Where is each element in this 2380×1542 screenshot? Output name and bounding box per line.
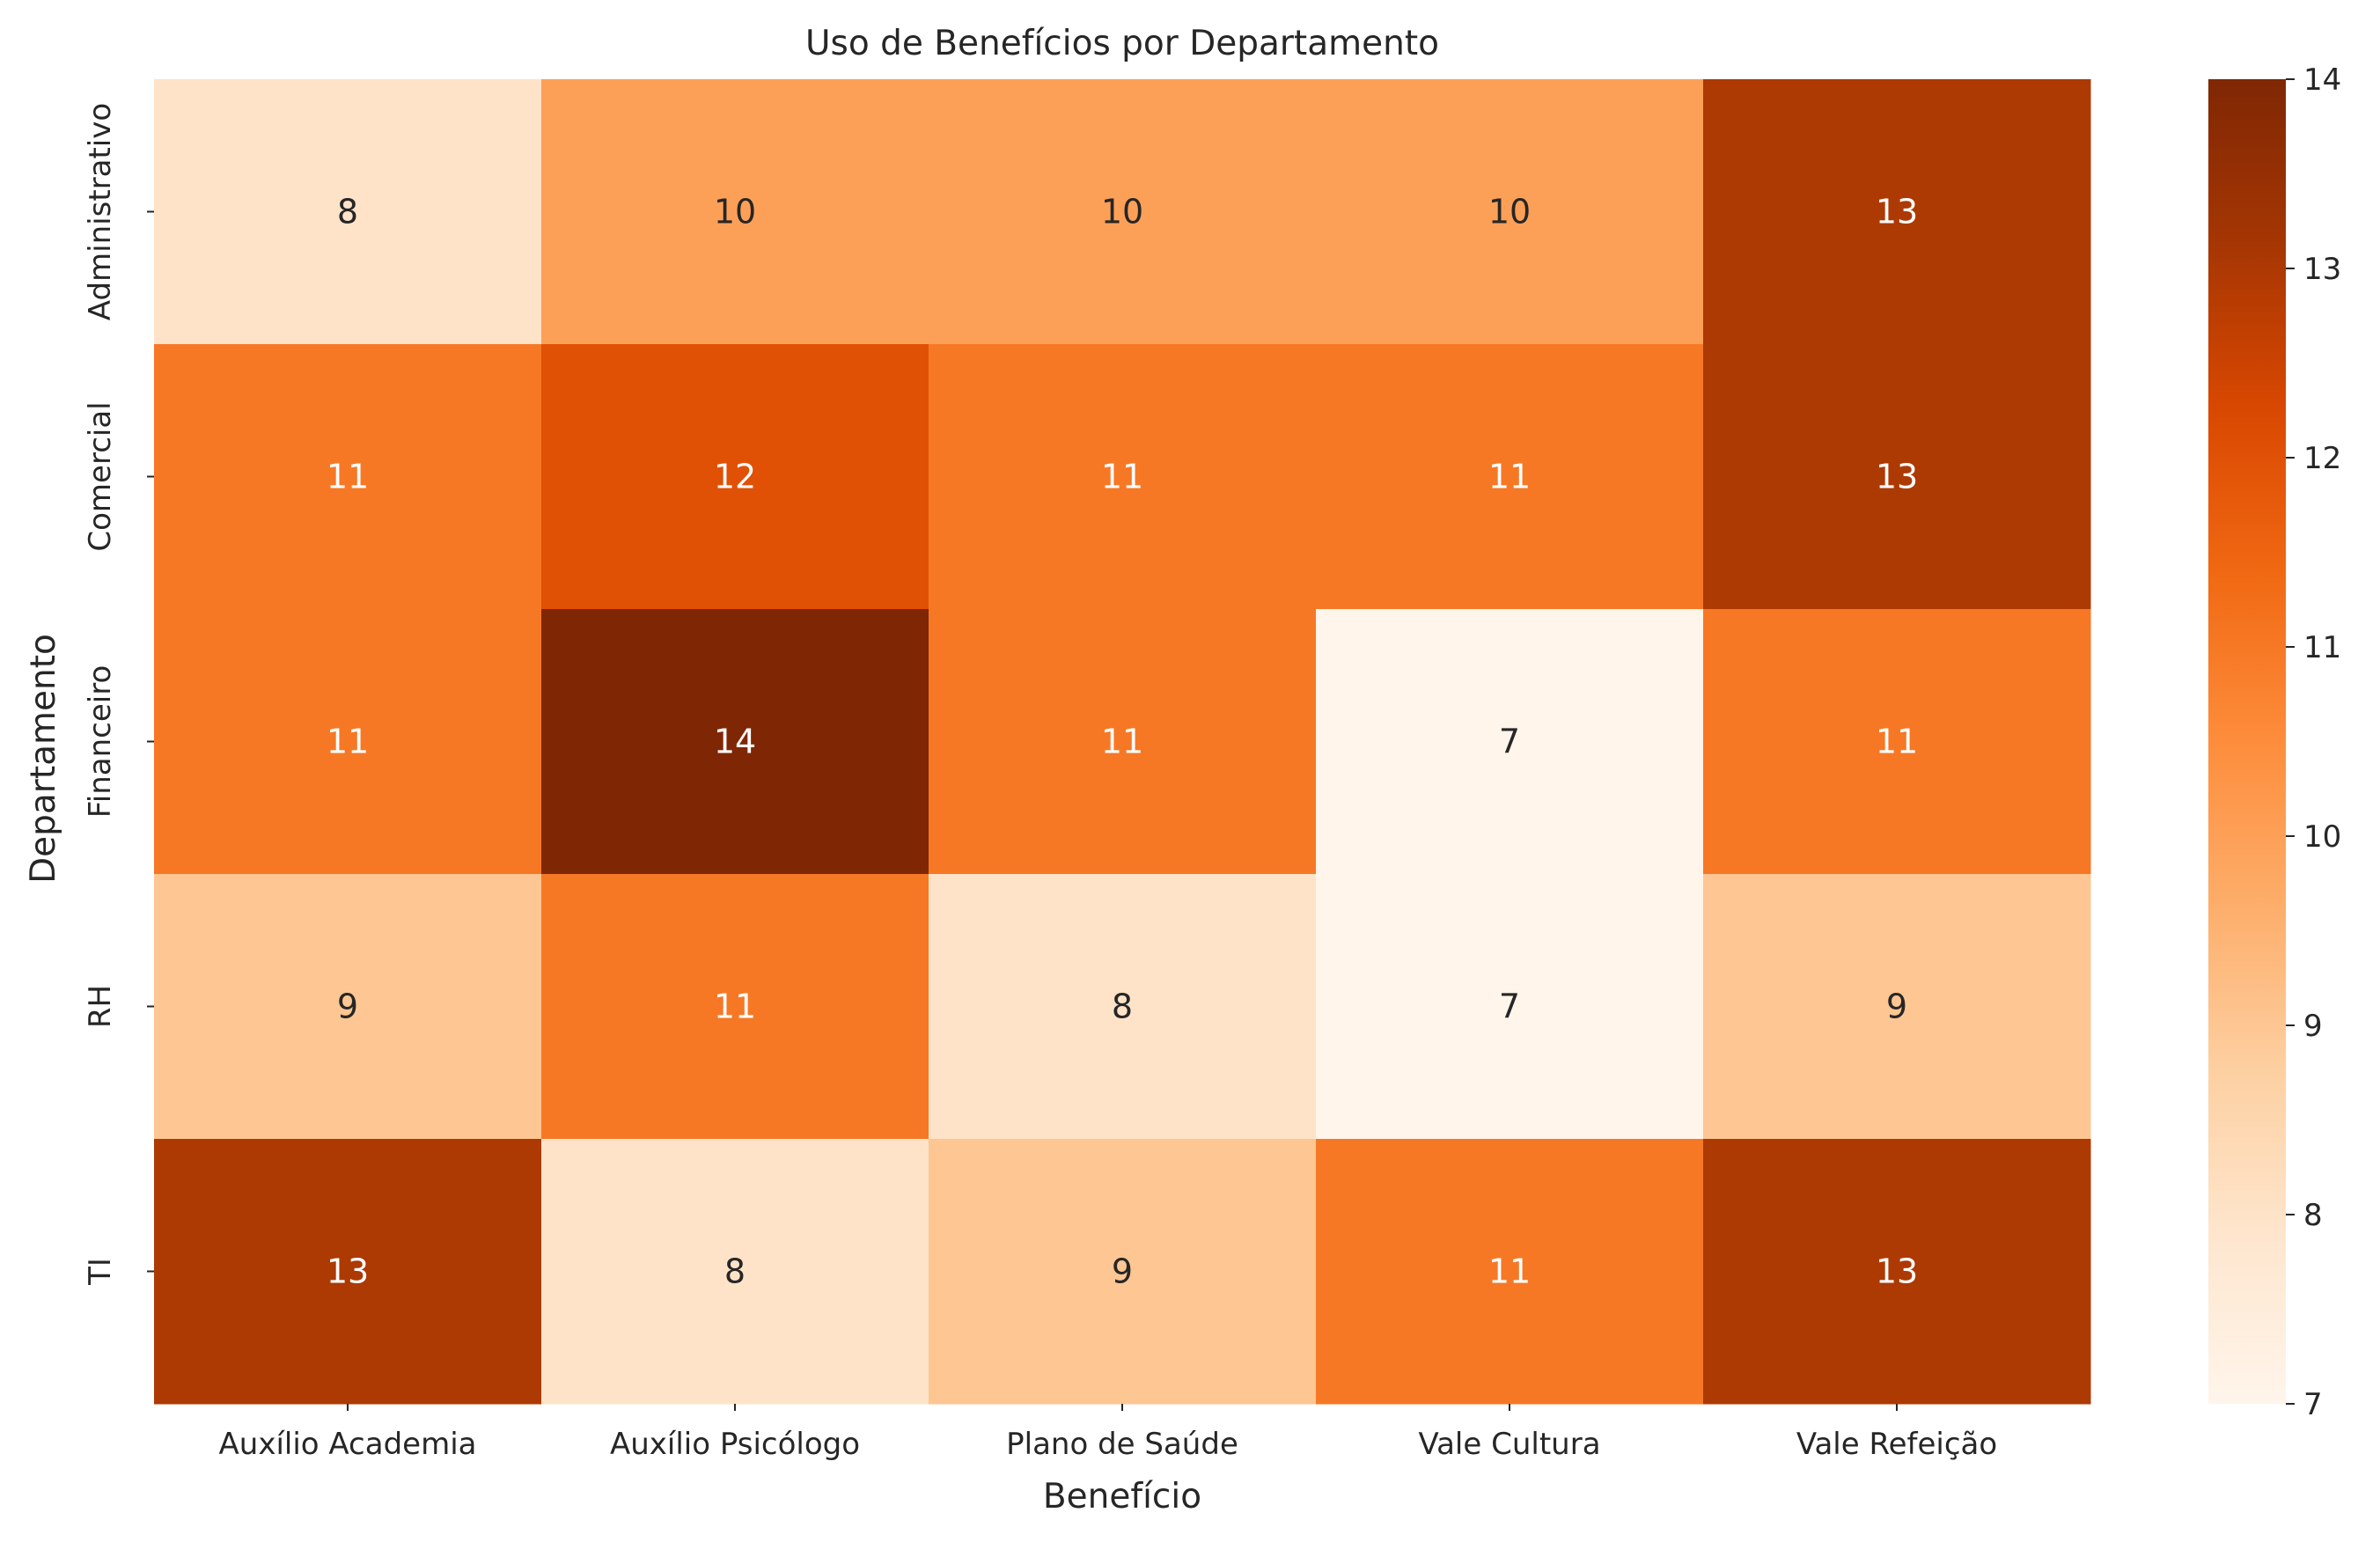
y-tick-label: Comercial xyxy=(83,401,118,551)
colorbar-tick-label: 13 xyxy=(2303,252,2341,287)
colorbar-tick-label: 7 xyxy=(2303,1387,2323,1422)
cell-value-label: 9 xyxy=(1112,1252,1133,1291)
cell-administrativo-plano-de-saude xyxy=(929,79,1317,345)
cell-rh-auxilio-psicologo xyxy=(541,874,929,1140)
cell-financeiro-plano-de-saude xyxy=(929,609,1317,875)
x-tick-label: Auxílio Psicólogo xyxy=(610,1427,860,1462)
cell-administrativo-vale-cultura xyxy=(1316,79,1704,345)
cell-value-label: 11 xyxy=(714,988,756,1026)
colorbar-tick-label: 8 xyxy=(2303,1198,2323,1233)
cell-ti-plano-de-saude xyxy=(929,1139,1317,1405)
cell-value-label: 10 xyxy=(1101,193,1143,231)
y-axis-ticks: Administrativo Comercial Financeiro RH TI xyxy=(83,103,154,1286)
cell-value-label: 11 xyxy=(1101,458,1143,496)
cell-ti-vale-refeicao xyxy=(1703,1139,2091,1405)
cell-value-label: 11 xyxy=(1488,458,1531,496)
colorbar-tick-label: 12 xyxy=(2303,441,2341,476)
x-tick-label: Auxílio Academia xyxy=(219,1427,477,1462)
cell-value-label: 11 xyxy=(1876,723,1918,761)
cell-value-label: 7 xyxy=(1499,988,1520,1026)
cell-administrativo-vale-refeicao xyxy=(1703,79,2091,345)
cell-value-label: 13 xyxy=(1876,1252,1918,1291)
cell-value-label: 11 xyxy=(327,723,369,761)
cell-ti-auxilio-academia xyxy=(154,1139,542,1405)
cell-rh-vale-cultura xyxy=(1316,874,1704,1140)
cell-value-label: 11 xyxy=(1101,723,1143,761)
cell-value-label: 8 xyxy=(724,1252,746,1291)
cell-value-label: 7 xyxy=(1499,723,1520,761)
cell-value-label: 14 xyxy=(714,723,756,761)
cell-financeiro-vale-refeicao xyxy=(1703,609,2091,875)
x-axis-ticks: Auxílio Academia Auxílio Psicólogo Plano d… xyxy=(219,1404,1997,1462)
y-tick-label: Administrativo xyxy=(83,103,118,320)
cell-value-label: 11 xyxy=(327,458,369,496)
cell-value-label: 9 xyxy=(337,988,358,1026)
colorbar-tick-label: 10 xyxy=(2303,819,2341,855)
cell-rh-auxilio-academia xyxy=(154,874,542,1140)
cell-financeiro-auxilio-academia xyxy=(154,609,542,875)
cell-financeiro-auxilio-psicologo xyxy=(541,609,929,875)
cell-ti-auxilio-psicologo xyxy=(541,1139,929,1405)
cell-value-label: 13 xyxy=(1876,458,1918,496)
x-axis-label: Benefício xyxy=(1043,1477,1201,1516)
cell-value-label: 9 xyxy=(1886,988,1907,1026)
colorbar-ticks: 7 8 9 10 11 12 13 14 xyxy=(2286,62,2341,1422)
x-tick-label: Plano de Saúde xyxy=(1006,1427,1238,1462)
y-tick-label: Financeiro xyxy=(83,665,118,819)
cell-value-label: 12 xyxy=(714,458,756,496)
cell-ti-vale-cultura xyxy=(1316,1139,1704,1405)
cell-comercial-plano-de-saude xyxy=(929,344,1317,610)
y-axis-label: Departamento xyxy=(24,634,63,884)
cell-value-label: 8 xyxy=(1112,988,1133,1026)
cell-comercial-vale-cultura xyxy=(1316,344,1704,610)
cell-administrativo-auxilio-psicologo xyxy=(541,79,929,345)
cell-rh-plano-de-saude xyxy=(929,874,1317,1140)
heatmap-cells: 8 10 10 10 13 11 12 11 11 13 11 14 11 7 11 9 11 8 7 9 13 8 9 11… xyxy=(154,79,2091,1405)
cell-comercial-vale-refeicao xyxy=(1703,344,2091,610)
cell-value-label: 13 xyxy=(327,1252,369,1291)
x-tick-label: Vale Cultura xyxy=(1418,1427,1600,1462)
chart-title: Uso de Benefícios por Departamento xyxy=(805,24,1439,63)
cell-value-label: 10 xyxy=(714,193,756,231)
y-tick-label: RH xyxy=(83,985,118,1028)
cell-rh-vale-refeicao xyxy=(1703,874,2091,1140)
y-tick-label: TI xyxy=(83,1258,118,1286)
cell-administrativo-auxilio-academia xyxy=(154,79,542,345)
x-tick-label: Vale Refeição xyxy=(1796,1427,1997,1462)
cell-value-label: 13 xyxy=(1876,193,1918,231)
cell-value-label: 10 xyxy=(1488,193,1531,231)
cell-comercial-auxilio-psicologo xyxy=(541,344,929,610)
colorbar-tick-label: 9 xyxy=(2303,1009,2323,1044)
colorbar xyxy=(2208,79,2286,1404)
cell-financeiro-vale-cultura xyxy=(1316,609,1704,875)
cell-value-label: 8 xyxy=(337,193,358,231)
colorbar-tick-label: 11 xyxy=(2303,630,2341,665)
cell-comercial-auxilio-academia xyxy=(154,344,542,610)
colorbar-tick-label: 14 xyxy=(2303,62,2341,98)
cell-value-label: 11 xyxy=(1488,1252,1531,1291)
